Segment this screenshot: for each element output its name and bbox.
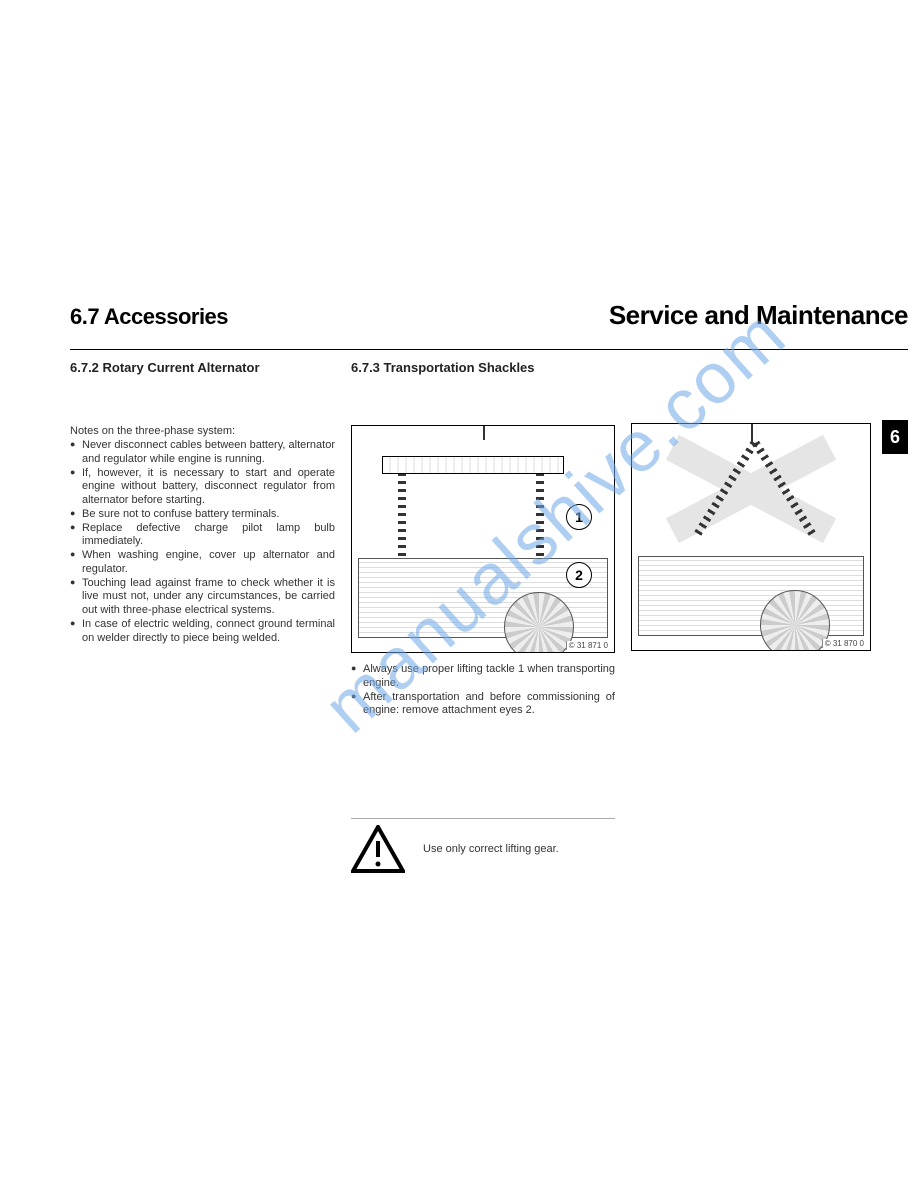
engine-fan: [760, 590, 830, 651]
column-left: 6.7.2 Rotary Current Alternator Notes on…: [70, 360, 335, 873]
list-item: Touching lead against frame to check whe…: [70, 577, 335, 618]
warning-triangle-icon: [351, 825, 405, 873]
spreader-bar: [382, 456, 564, 474]
figure-id-label: © 31 870 0: [822, 639, 866, 648]
notes-intro: Notes on the three-phase system:: [70, 425, 335, 437]
alternator-notes-list: Never disconnect cables between battery,…: [70, 439, 335, 645]
callout-1: 1: [566, 504, 592, 530]
list-item: Never disconnect cables between battery,…: [70, 439, 335, 467]
list-item: After transportation and before commissi…: [351, 691, 615, 719]
engine-fan: [504, 592, 574, 653]
hook-line: [483, 426, 485, 440]
column-right: © 31 870 0: [631, 360, 871, 873]
list-item: Be sure not to confuse battery terminals…: [70, 508, 335, 522]
list-item: Always use proper lifting tackle 1 when …: [351, 663, 615, 691]
warning-row: Use only correct lifting gear.: [351, 818, 615, 873]
subheading-6-7-2: 6.7.2 Rotary Current Alternator: [70, 360, 335, 375]
chapter-tab: 6: [882, 420, 908, 454]
shackles-notes-list: Always use proper lifting tackle 1 when …: [351, 663, 615, 718]
header-row: 6.7 Accessories Service and Maintenance: [70, 300, 908, 331]
subheading-6-7-3: 6.7.3 Transportation Shackles: [351, 360, 615, 375]
header-divider: [70, 349, 908, 350]
list-item: In case of electric welding, connect gro…: [70, 618, 335, 646]
engine-block: [638, 556, 864, 636]
spacer: [631, 360, 871, 423]
list-item: If, however, it is necessary to start an…: [70, 467, 335, 508]
warning-text: Use only correct lifting gear.: [423, 843, 559, 855]
figure-correct-lifting: 1 2 © 31 871 0: [351, 425, 615, 653]
section-title: 6.7 Accessories: [70, 304, 228, 330]
column-middle: 6.7.3 Transportation Shackles 1 2 © 31 8…: [351, 360, 615, 873]
list-item: When washing engine, cover up alternator…: [70, 549, 335, 577]
content-columns: 6 6.7.2 Rotary Current Alternator Notes …: [70, 360, 908, 873]
chapter-title: Service and Maintenance: [609, 300, 908, 331]
figure-incorrect-lifting: © 31 870 0: [631, 423, 871, 651]
callout-2: 2: [566, 562, 592, 588]
figure-id-label: © 31 871 0: [566, 641, 610, 650]
page-content: 6.7 Accessories Service and Maintenance …: [70, 300, 908, 873]
list-item: Replace defective charge pilot lamp bulb…: [70, 522, 335, 550]
